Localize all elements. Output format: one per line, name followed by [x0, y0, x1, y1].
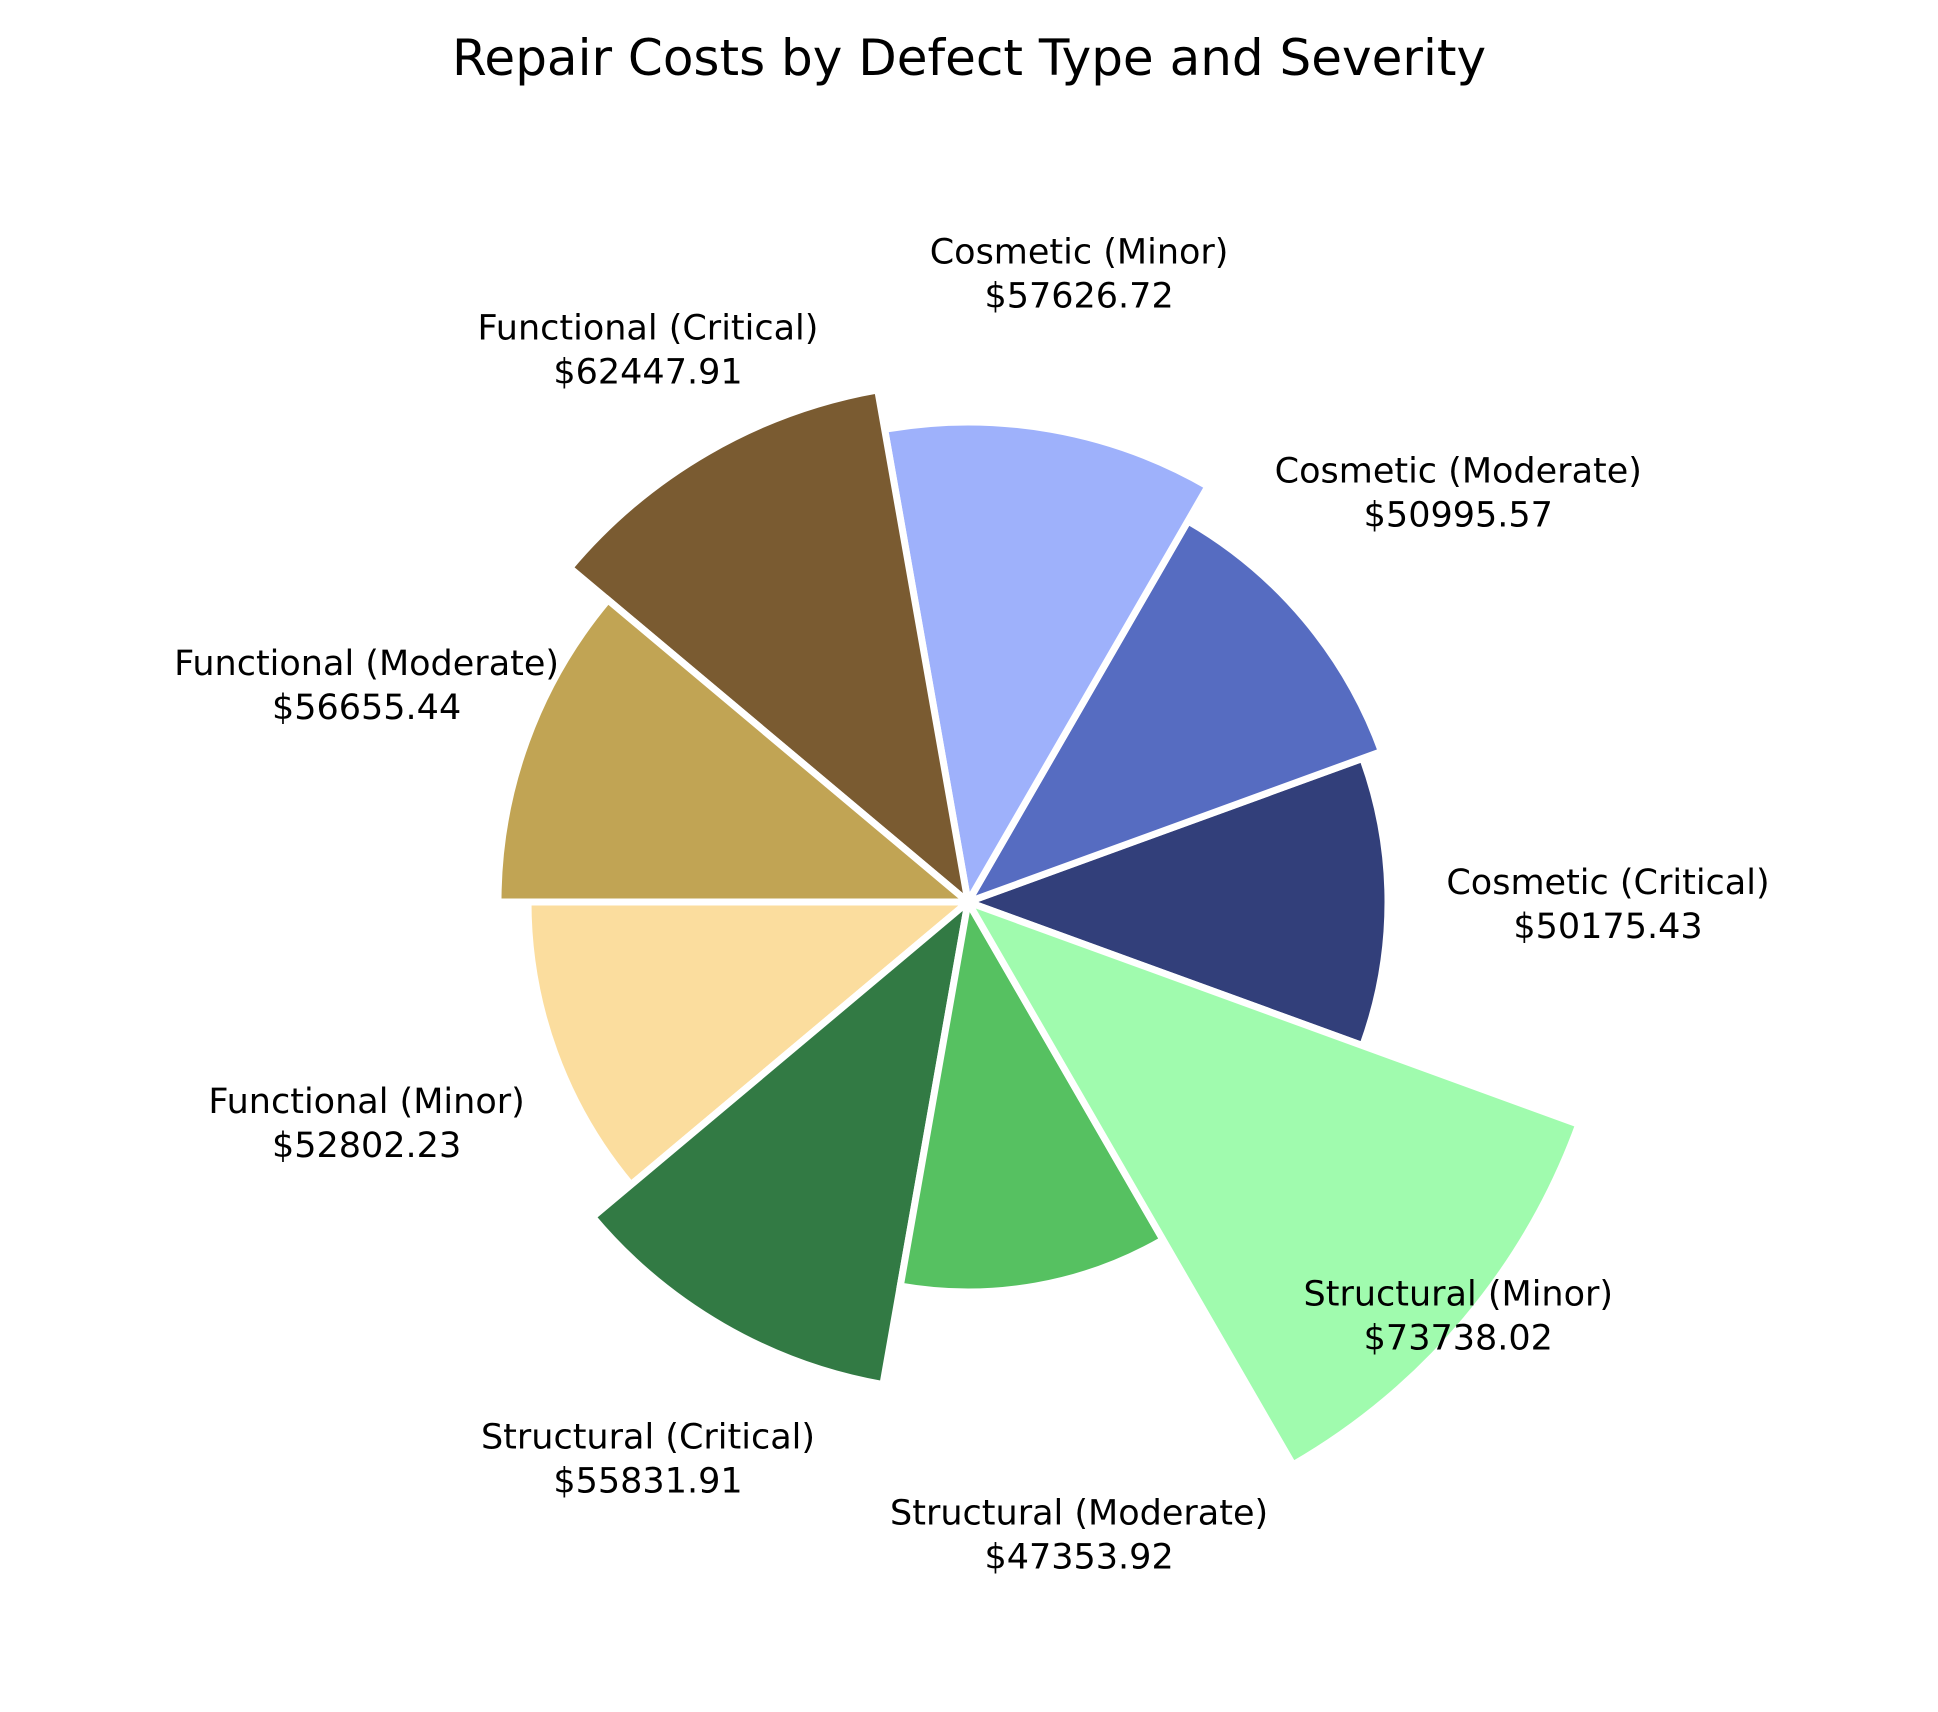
slice-label-value: $50175.43 — [1513, 907, 1702, 947]
slice-cosmetic-minor — [880, 418, 1213, 913]
slice-cosmetic-critical — [957, 753, 1392, 1051]
slice-label: Cosmetic (Moderate) $50995.57 — [1275, 452, 1642, 536]
slice-label-name: Functional (Moderate) — [174, 644, 559, 684]
slice-label: Cosmetic (Critical) $50175.43 — [1446, 863, 1769, 947]
slice-label-name: Functional (Critical) — [478, 309, 819, 349]
slice-label: Functional (Moderate) $56655.44 — [174, 644, 559, 728]
slice-functional-minor — [524, 898, 978, 1190]
slice-label-value: $62447.91 — [553, 353, 742, 393]
slice-label-value: $52802.23 — [272, 1126, 461, 1166]
slice-label: Functional (Minor) $52802.23 — [208, 1082, 524, 1166]
slice-label-name: Functional (Minor) — [208, 1082, 524, 1122]
slice-label-value: $57626.72 — [984, 277, 1173, 317]
slice-group — [494, 385, 1584, 1470]
slice-label-name: Structural (Minor) — [1304, 1274, 1614, 1314]
slice-label-name: Cosmetic (Critical) — [1446, 863, 1769, 903]
slice-functional-critical — [564, 385, 974, 911]
slice-label-value: $47353.92 — [984, 1537, 1173, 1577]
slice-label-name: Structural (Moderate) — [890, 1493, 1268, 1533]
slice-label-name: Structural (Critical) — [481, 1417, 815, 1457]
slice-functional-moderate — [494, 594, 978, 906]
label-group: Cosmetic (Critical) $50175.43 Cosmetic (Mo… — [174, 233, 1770, 1578]
slice-structural-critical — [587, 893, 974, 1389]
slice-label: Structural (Critical) $55831.91 — [481, 1417, 815, 1501]
slice-label-value: $55831.91 — [553, 1461, 742, 1501]
slice-label-name: Cosmetic (Minor) — [930, 233, 1229, 273]
chart-title: Repair Costs by Defect Type and Severity — [452, 29, 1486, 87]
slice-label-value: $56655.44 — [272, 688, 461, 728]
slice-label: Functional (Critical) $62447.91 — [478, 309, 819, 393]
slice-label-value: $73738.02 — [1364, 1318, 1553, 1358]
slice-label-value: $50995.57 — [1364, 496, 1553, 536]
slice-label: Structural (Moderate) $47353.92 — [890, 1493, 1268, 1577]
slice-cosmetic-moderate — [960, 516, 1386, 909]
slice-label: Structural (Minor) $73738.02 — [1304, 1274, 1614, 1358]
slice-label-name: Cosmetic (Moderate) — [1275, 452, 1642, 492]
slice-label: Cosmetic (Minor) $57626.72 — [930, 233, 1229, 317]
slice-structural-minor — [960, 895, 1584, 1470]
slice-structural-moderate — [896, 891, 1168, 1296]
